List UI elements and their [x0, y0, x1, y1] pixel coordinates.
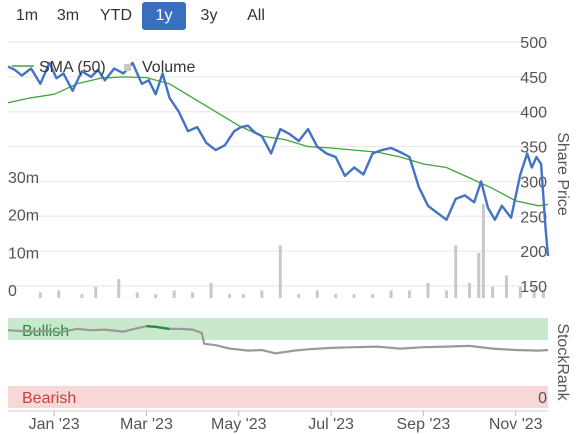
volume-tick-label: 0	[8, 283, 17, 300]
volume-bar	[518, 286, 522, 298]
volume-bar	[278, 245, 282, 298]
volume-bar	[117, 279, 121, 298]
bullish-band	[8, 318, 548, 340]
range-button-3y[interactable]: 3y	[200, 7, 218, 24]
stockrank-bullish-highlight	[146, 325, 170, 331]
volume-tick-label: 20m	[8, 208, 39, 225]
legend-volume-swatch	[124, 64, 131, 71]
volume-bars	[38, 204, 545, 298]
volume-bar	[315, 290, 319, 298]
price-tick-label: 450	[520, 70, 547, 87]
range-button-all[interactable]: All	[247, 7, 265, 24]
volume-bar	[154, 294, 158, 298]
volume-tick-label: 10m	[8, 245, 39, 262]
volume-bar	[57, 290, 61, 298]
volume-bar	[389, 290, 393, 298]
volume-bar	[491, 286, 495, 298]
range-selector: 1m 3m YTD 1y 3y All	[8, 2, 280, 30]
x-tick-label: Nov '23	[489, 416, 543, 433]
stockrank-line	[7, 325, 549, 355]
price-tick-label: 500	[520, 35, 547, 52]
range-button-3m[interactable]: 3m	[56, 7, 80, 24]
volume-bar	[504, 275, 508, 298]
stockrank-panel: Bullish Bearish 0 StockRank	[7, 318, 571, 408]
x-tick-label: Jan '23	[29, 416, 80, 433]
volume-bar	[426, 282, 430, 298]
legend-sma-label: SMA (50)	[39, 59, 106, 76]
volume-bar	[38, 292, 42, 298]
volume-bar	[297, 294, 301, 298]
volume-bar	[454, 245, 458, 298]
price-gridlines	[8, 41, 548, 287]
volume-bar	[444, 290, 448, 298]
price-tick-label: 350	[520, 140, 547, 157]
volume-bar	[352, 294, 356, 298]
price-tick-label: 300	[520, 174, 547, 191]
volume-bar	[209, 282, 213, 298]
price-tick-label: 150	[520, 279, 547, 296]
volume-bar	[334, 294, 338, 298]
volume-bar	[541, 290, 545, 298]
volume-bar	[481, 204, 485, 298]
volume-bar	[241, 294, 245, 298]
volume-tick-label: 30m	[8, 170, 39, 187]
x-axis: Jan '23 Mar '23 May '23 Jul '23 Sep '23 Nov '…	[8, 410, 548, 433]
volume-bar	[228, 294, 232, 298]
volume-bar	[260, 290, 264, 298]
volume-bar	[191, 292, 195, 298]
price-tick-label: 200	[520, 244, 547, 261]
range-button-1y[interactable]: 1y	[142, 2, 186, 30]
volume-bar	[477, 252, 481, 298]
price-axis-title: Share Price	[554, 132, 571, 216]
sma-line	[7, 76, 549, 207]
legend: SMA (50) Volume	[12, 59, 195, 76]
x-tick-label: Sep '23	[397, 416, 451, 433]
volume-bar	[468, 282, 472, 298]
volume-bar	[371, 294, 375, 298]
legend-volume-label: Volume	[142, 59, 195, 76]
volume-axis-ticks: 30m 20m 10m 0	[8, 170, 39, 300]
price-tick-label: 400	[520, 105, 547, 122]
x-tick-label: Jul '23	[308, 416, 354, 433]
x-tick-label: May '23	[211, 416, 267, 433]
volume-bar	[94, 286, 98, 298]
volume-bar	[172, 290, 176, 298]
rank-axis-zero-label: 0	[538, 390, 547, 407]
price-line	[7, 61, 550, 257]
volume-bar	[532, 286, 536, 298]
rank-axis-title: StockRank	[554, 323, 571, 401]
volume-bar	[135, 292, 139, 298]
bearish-label: Bearish	[22, 390, 76, 407]
range-button-1m[interactable]: 1m	[15, 7, 39, 24]
x-tick-label: Mar '23	[120, 416, 173, 433]
range-button-ytd[interactable]: YTD	[100, 7, 132, 24]
price-tick-label: 250	[520, 209, 547, 226]
volume-bar	[80, 294, 84, 298]
bearish-band	[8, 386, 548, 408]
volume-bar	[408, 290, 412, 298]
